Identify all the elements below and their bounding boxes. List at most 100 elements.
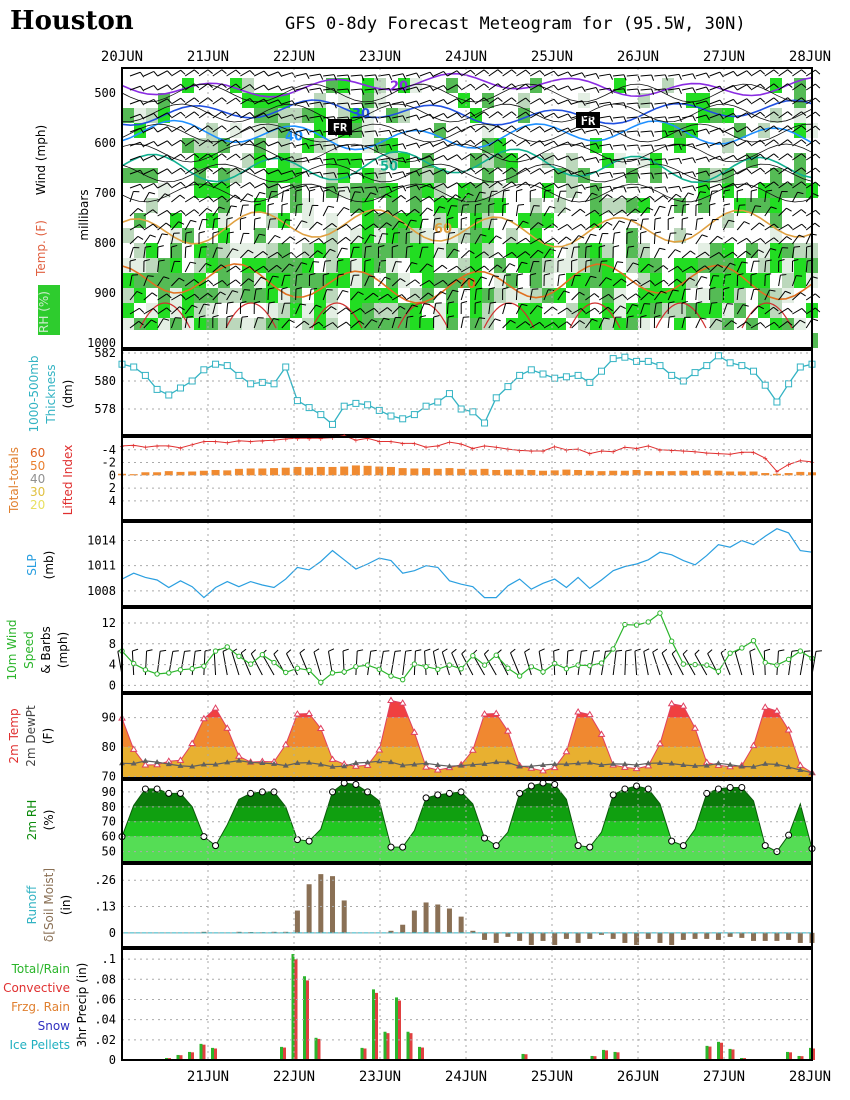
thickness-point bbox=[761, 381, 769, 389]
wind-barb-flag bbox=[414, 293, 421, 299]
thickness-point bbox=[539, 370, 547, 378]
wind-barb bbox=[171, 69, 182, 77]
lifted-index-point: + bbox=[389, 437, 394, 446]
wind-barb-flag bbox=[594, 209, 600, 215]
rh-cell bbox=[158, 273, 170, 288]
lifted-index-point: + bbox=[201, 437, 206, 446]
surface-contour bbox=[655, 302, 707, 329]
wind-barb-flag bbox=[406, 231, 413, 234]
wind-barb bbox=[764, 248, 771, 259]
panel-frame bbox=[121, 693, 813, 779]
wind-barb-flag bbox=[291, 142, 296, 148]
wind-barb-flag bbox=[358, 235, 364, 240]
rh-cell bbox=[362, 273, 374, 288]
wind-barb bbox=[433, 219, 436, 231]
panel-ylabel: Runoff δ[Soil Moist] (in) bbox=[25, 868, 73, 942]
wind-barb bbox=[226, 69, 237, 77]
precip-total-bar bbox=[360, 1047, 364, 1060]
panel-ylabel: 10m Wind Speed & Barbs (mph) bbox=[5, 620, 70, 681]
panel-ylabel: SLP (mb) bbox=[25, 551, 56, 580]
temp-line bbox=[121, 699, 813, 774]
rh-cell bbox=[266, 288, 278, 303]
tick-label: 1014 bbox=[87, 533, 116, 547]
wind-barb bbox=[129, 99, 141, 105]
wind-barb bbox=[391, 305, 401, 315]
wind-barb bbox=[626, 158, 638, 161]
wind-barb-flag bbox=[695, 203, 703, 206]
rh-cell bbox=[266, 168, 278, 183]
wind-barb bbox=[681, 73, 693, 77]
wind-barb bbox=[460, 266, 471, 273]
wind-barb-flag bbox=[163, 318, 170, 321]
wind-barb-flag bbox=[737, 188, 744, 192]
wind-barb-flag bbox=[651, 116, 655, 123]
wind-barb-flag bbox=[172, 650, 179, 652]
total-totals-bar bbox=[433, 468, 442, 476]
wind-barb bbox=[441, 651, 450, 676]
rh-cell bbox=[710, 303, 722, 318]
wind-barb bbox=[184, 97, 195, 105]
wind-barb-flag bbox=[132, 648, 139, 652]
dewpoint-point bbox=[493, 759, 500, 765]
wind-barb bbox=[474, 69, 485, 77]
wind-barb-flag bbox=[525, 111, 531, 117]
precip-legend-item: Ice Pellets bbox=[9, 1038, 70, 1052]
wind-barb bbox=[723, 98, 734, 105]
wind-barb bbox=[309, 101, 321, 105]
dewpoint-line bbox=[121, 759, 813, 774]
wind-barb-flag bbox=[443, 71, 448, 77]
wind-barb bbox=[736, 70, 748, 77]
wind-barb bbox=[157, 318, 164, 329]
rh-cell bbox=[134, 288, 146, 303]
wind-barb bbox=[723, 140, 734, 147]
wind-barb-flag bbox=[524, 648, 531, 653]
wind-barb bbox=[143, 98, 155, 105]
wind-barb-flag bbox=[428, 280, 434, 286]
wind-barb bbox=[350, 172, 362, 175]
total-totals-bar bbox=[539, 470, 548, 476]
wind-barb-flag bbox=[402, 101, 407, 108]
wind-barb bbox=[709, 113, 721, 119]
wind-barb-flag bbox=[216, 247, 223, 249]
wind-barb-flag bbox=[746, 237, 752, 243]
wind-barb bbox=[143, 292, 153, 301]
wind-barb-flag bbox=[764, 648, 771, 652]
dewpoint-point bbox=[259, 759, 266, 765]
total-totals-bar bbox=[480, 468, 489, 476]
wind-barb bbox=[736, 250, 747, 259]
temp-point bbox=[293, 710, 302, 717]
wind-barb-flag bbox=[608, 210, 614, 216]
wind10-point bbox=[154, 671, 160, 677]
wind-barb bbox=[447, 182, 458, 189]
wind-barb-flag bbox=[249, 98, 255, 104]
wind10-point bbox=[306, 667, 312, 674]
wind-barb-flag bbox=[290, 252, 296, 258]
tick-label: 0 bbox=[109, 1053, 116, 1067]
wind-barb-flag bbox=[640, 230, 647, 234]
wind-barb-flag bbox=[235, 111, 241, 117]
wind-barb bbox=[681, 277, 690, 287]
wind-barb-flag bbox=[606, 221, 613, 226]
wind-barb bbox=[585, 129, 597, 133]
wind-barb bbox=[253, 70, 265, 77]
precip-legend-item: Snow bbox=[38, 1019, 71, 1033]
wind-barb bbox=[253, 233, 260, 245]
wind-barb bbox=[446, 233, 450, 245]
wind-barb-flag bbox=[254, 301, 261, 304]
temp-point bbox=[188, 739, 197, 747]
wind-barb bbox=[598, 210, 609, 217]
temp-point bbox=[679, 702, 688, 709]
dewpoint-point bbox=[341, 763, 348, 769]
wind-barb bbox=[585, 157, 597, 161]
soil-moist-bar bbox=[493, 932, 499, 943]
wind-barb bbox=[460, 233, 466, 245]
precip-convective-bar bbox=[191, 1052, 194, 1060]
wind-barb bbox=[626, 130, 638, 133]
wind-barb bbox=[240, 112, 251, 119]
wind-barb-flag bbox=[383, 317, 390, 321]
wind-barb-flag bbox=[193, 167, 200, 173]
wind-barb bbox=[309, 73, 321, 77]
wind-barb bbox=[129, 155, 141, 161]
wind-barb bbox=[350, 88, 362, 91]
wind-barb bbox=[598, 221, 608, 231]
